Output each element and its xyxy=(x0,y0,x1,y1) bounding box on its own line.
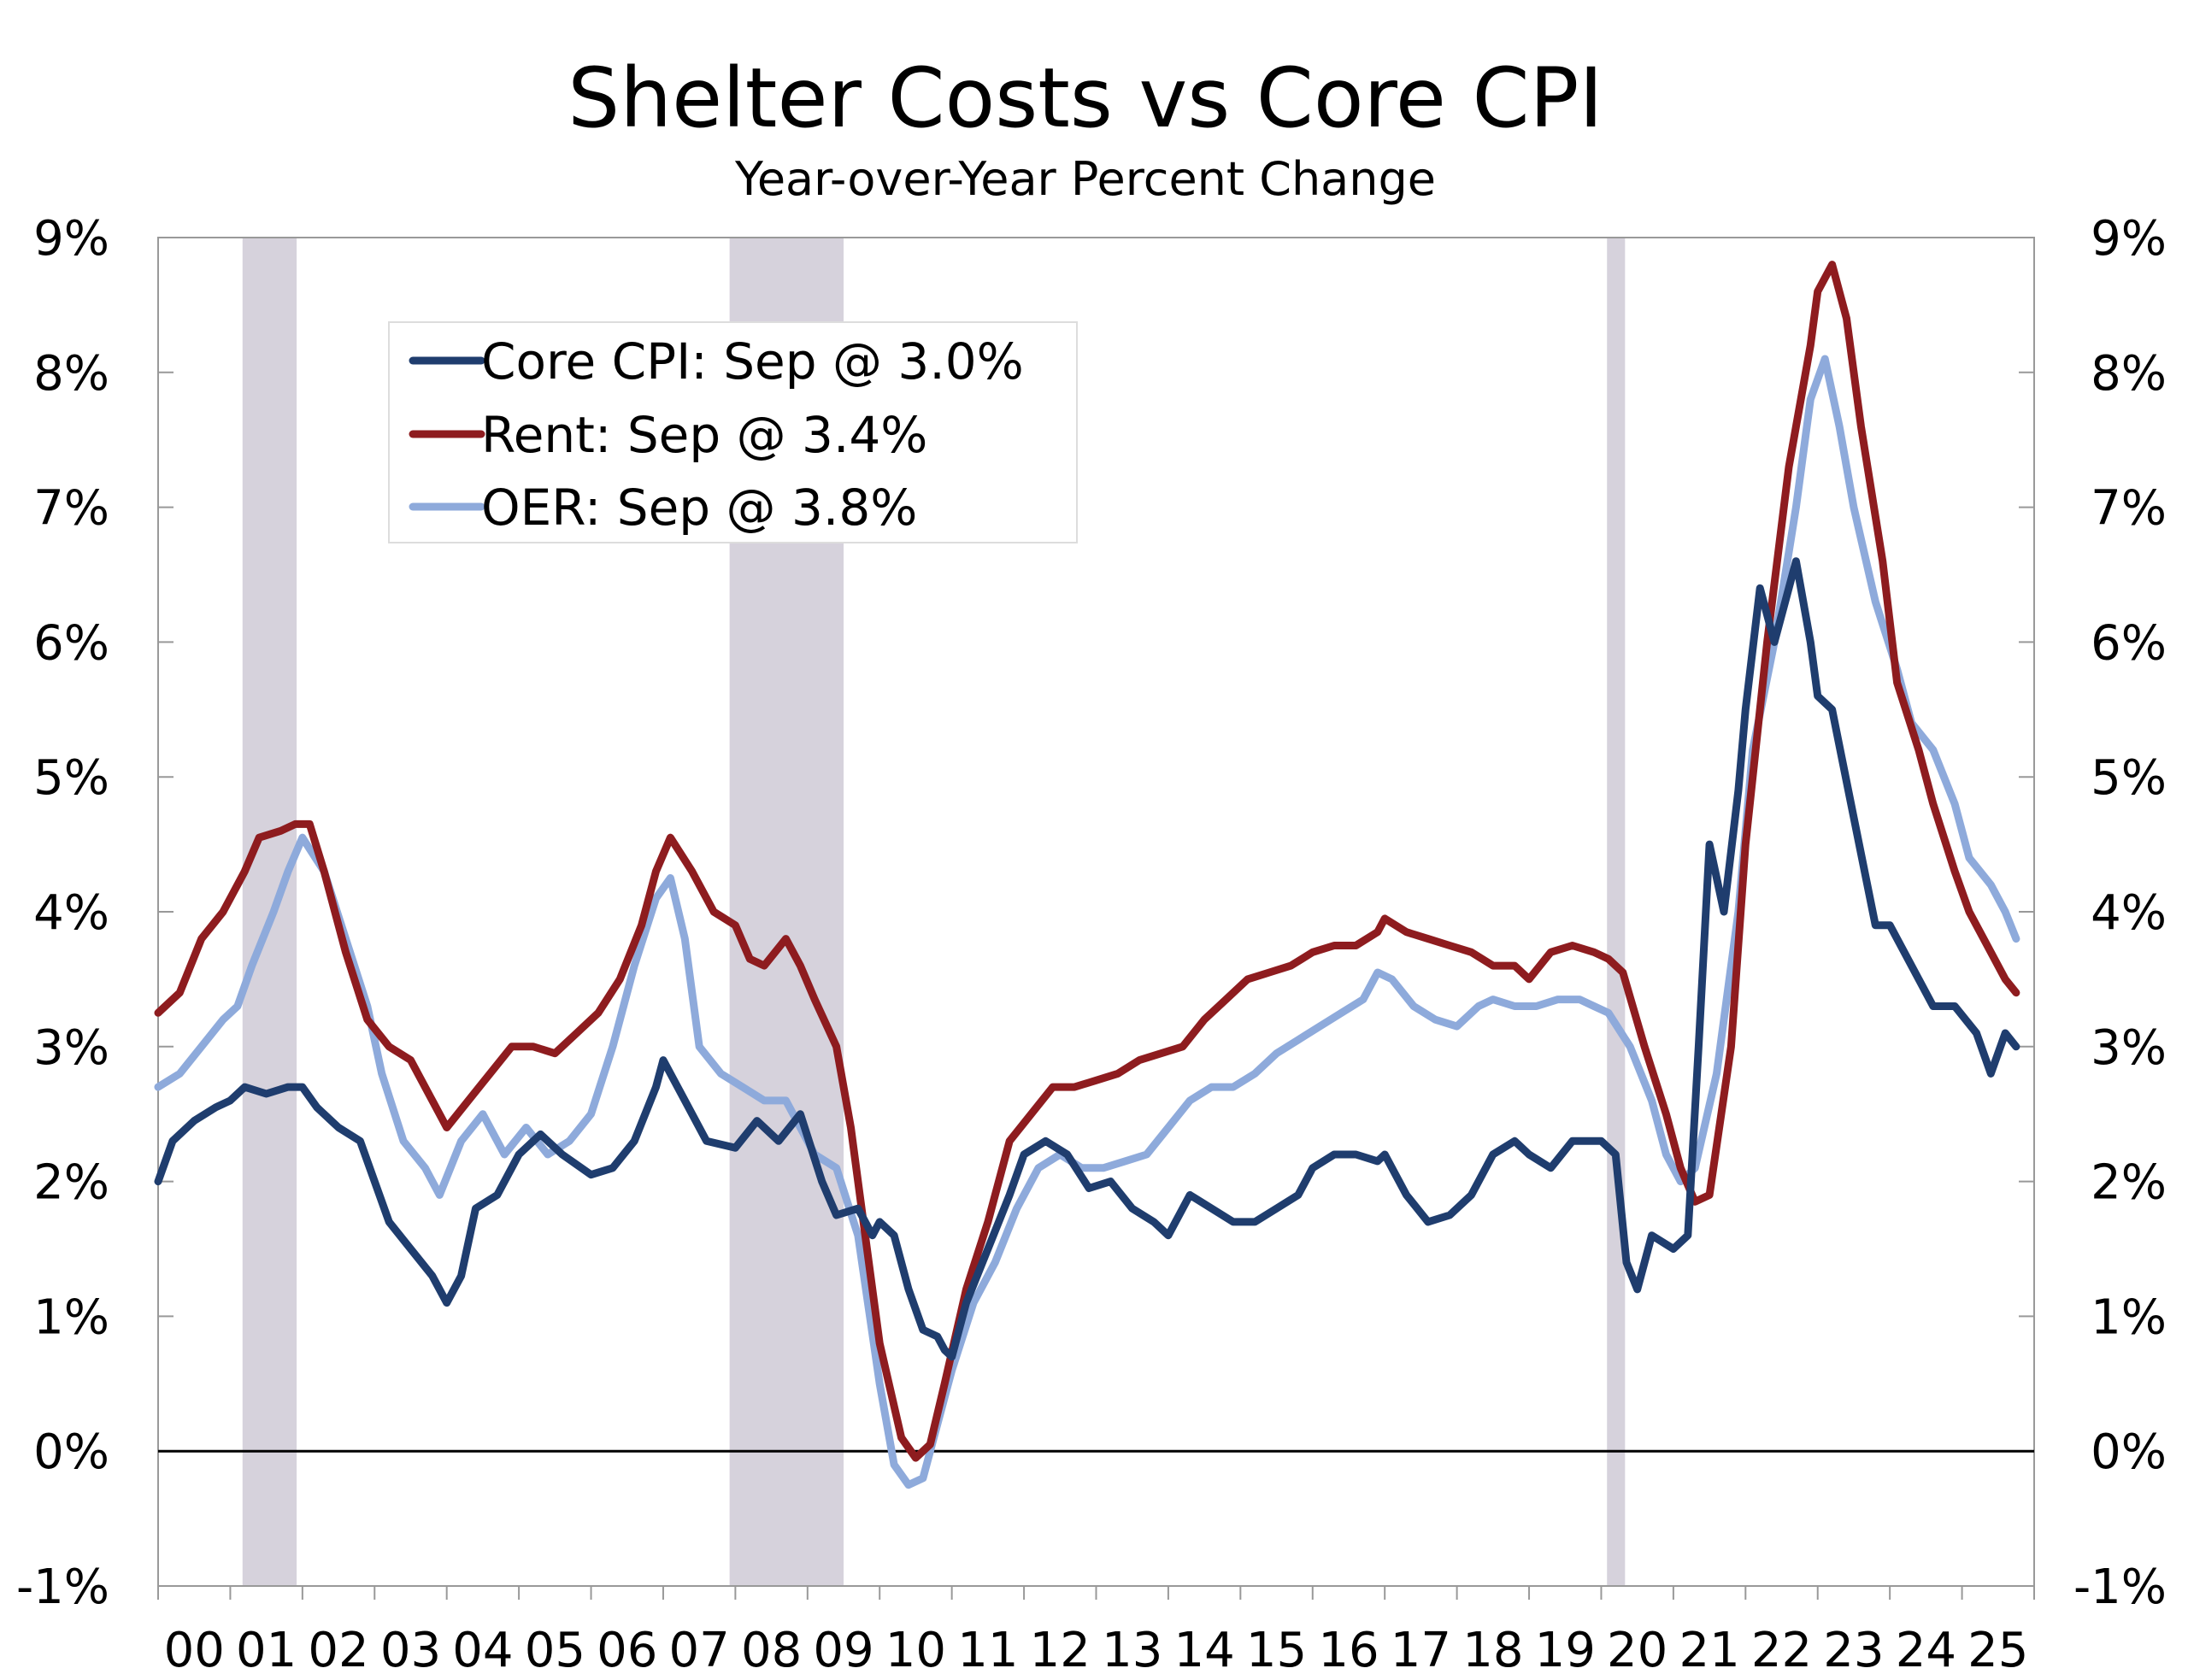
y-tick-label-left: -1% xyxy=(16,1560,109,1615)
chart-title: Shelter Costs vs Core CPI xyxy=(568,50,1603,146)
x-tick-label: 24 xyxy=(1896,1623,1956,1678)
x-tick-label: 02 xyxy=(308,1623,368,1678)
legend: Core CPI: Sep @ 3.0% Rent: Sep @ 3.4% OE… xyxy=(388,321,1078,543)
x-tick-label: 23 xyxy=(1823,1623,1884,1678)
recession-band-2 xyxy=(1607,238,1626,1586)
x-tick-label: 09 xyxy=(813,1623,873,1678)
x-tick-label: 18 xyxy=(1462,1623,1523,1678)
y-tick-label-right: 4% xyxy=(2091,885,2167,941)
legend-label-core-cpi: Core CPI: Sep @ 3.0% xyxy=(481,332,1024,391)
axes: 9% 9% 8% 8% 7% 7% 6% 6% 5% 5% 4% 4% 3% 3% 2% 2% 1% 1% 0% 0%… xyxy=(16,211,2167,1678)
y-tick-label-left: 2% xyxy=(33,1155,109,1211)
x-tick-label: 22 xyxy=(1751,1623,1812,1678)
y-tick-label-left: 6% xyxy=(33,615,109,671)
y-tick-label-right: 6% xyxy=(2091,615,2167,671)
series-line-rent xyxy=(154,261,2020,1462)
y-tick-label-left: 3% xyxy=(33,1020,109,1076)
series-line-oer xyxy=(154,355,2020,1489)
x-tick-label: 10 xyxy=(885,1623,946,1678)
x-tick-label: 25 xyxy=(1967,1623,2028,1678)
y-tick-label-left: 1% xyxy=(33,1289,109,1345)
series-line-core-cpi xyxy=(154,557,2020,1361)
x-tick-label: 21 xyxy=(1679,1623,1739,1678)
x-tick-label: 03 xyxy=(380,1623,441,1678)
series-lines xyxy=(154,261,2020,1489)
x-tick-label: 07 xyxy=(669,1623,730,1678)
y-tick-label-left: 5% xyxy=(33,750,109,806)
y-tick-label-right: 7% xyxy=(2091,481,2167,537)
legend-box xyxy=(388,321,1078,543)
y-tick-label-right: -1% xyxy=(2073,1560,2167,1615)
x-tick-label: 06 xyxy=(597,1623,657,1678)
y-tick-label-right: 8% xyxy=(2091,346,2167,402)
x-tick-label: 04 xyxy=(452,1623,513,1678)
x-tick-label: 00 xyxy=(164,1623,225,1678)
x-tick-label: 19 xyxy=(1535,1623,1596,1678)
x-tick-label: 16 xyxy=(1318,1623,1379,1678)
y-tick-label-left: 9% xyxy=(33,211,109,267)
x-tick-label: 14 xyxy=(1174,1623,1235,1678)
y-tick-label-right: 3% xyxy=(2091,1020,2167,1076)
y-tick-label-left: 4% xyxy=(33,885,109,941)
x-tick-label: 01 xyxy=(236,1623,297,1678)
legend-label-rent: Rent: Sep @ 3.4% xyxy=(481,406,927,464)
x-tick-label: 12 xyxy=(1030,1623,1091,1678)
x-tick-label: 08 xyxy=(741,1623,802,1678)
y-tick-label-right: 5% xyxy=(2091,750,2167,806)
x-tick-label: 11 xyxy=(957,1623,1018,1678)
y-tick-label-left: 0% xyxy=(33,1424,109,1480)
x-tick-label: 17 xyxy=(1391,1623,1451,1678)
y-tick-label-left: 8% xyxy=(33,346,109,402)
x-tick-label: 20 xyxy=(1607,1623,1667,1678)
x-tick-label: 13 xyxy=(1102,1623,1162,1678)
y-tick-label-right: 1% xyxy=(2091,1289,2167,1345)
legend-label-oer: OER: Sep @ 3.8% xyxy=(481,479,917,537)
y-tick-label-right: 2% xyxy=(2091,1155,2167,1211)
y-tick-label-right: 0% xyxy=(2091,1424,2167,1480)
chart-subtitle: Year-over-Year Percent Change xyxy=(734,152,1436,206)
x-tick-label: 05 xyxy=(525,1623,585,1678)
y-tick-label-left: 7% xyxy=(33,481,109,537)
y-tick-label-right: 9% xyxy=(2091,211,2167,267)
x-tick-label: 15 xyxy=(1246,1623,1307,1678)
